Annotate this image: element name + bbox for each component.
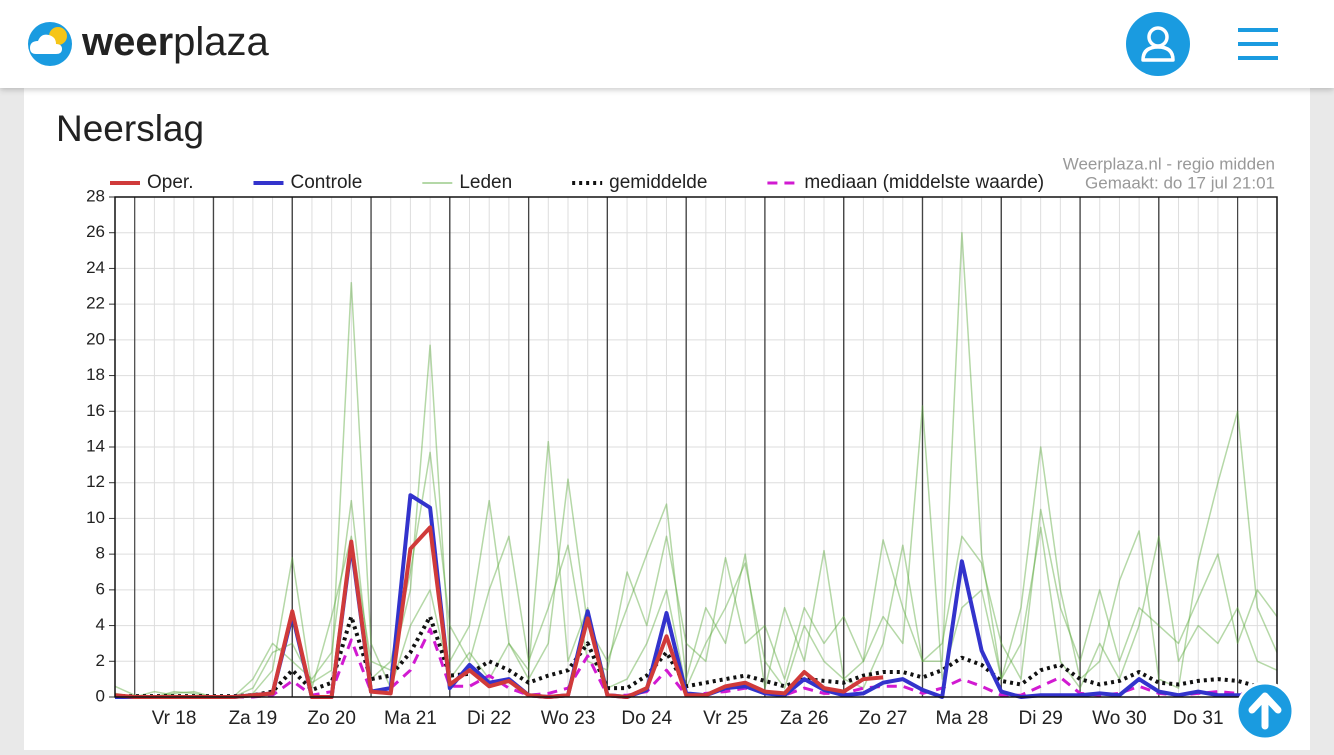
logo[interactable]: weerplaza bbox=[28, 20, 270, 66]
x-tick-label: Vr 18 bbox=[152, 708, 197, 729]
legend-label: mediaan (middelste waarde) bbox=[804, 172, 1044, 193]
x-tick-label: Ma 28 bbox=[935, 708, 988, 729]
plot-frame bbox=[114, 196, 1278, 698]
x-tick-label: Wo 30 bbox=[1092, 708, 1147, 729]
y-tick-label: 0 bbox=[96, 686, 105, 705]
y-tick-label: 6 bbox=[96, 579, 105, 598]
y-tick-label: 14 bbox=[86, 436, 105, 455]
y-tick-label: 28 bbox=[86, 186, 105, 205]
legend-label: Oper. bbox=[147, 172, 193, 193]
made-text: Gemaakt: do 17 jul 21:01 bbox=[1085, 173, 1275, 192]
data-line bbox=[115, 231, 1278, 698]
scroll-top-arrow bbox=[1248, 692, 1282, 730]
header bbox=[0, 0, 1334, 88]
x-tick-label: Za 26 bbox=[780, 708, 829, 729]
user-circle bbox=[1126, 12, 1190, 76]
card-title: Neerslag bbox=[56, 108, 204, 149]
legend-label: gemiddelde bbox=[609, 172, 707, 193]
y-tick-label: 12 bbox=[86, 472, 105, 491]
x-tick-label: Vr 25 bbox=[703, 708, 748, 729]
source-text: Weerplaza.nl - regio midden bbox=[1063, 154, 1275, 173]
y-tick-label: 16 bbox=[86, 401, 105, 420]
x-tick-label: Wo 23 bbox=[541, 708, 596, 729]
y-tick-label: 2 bbox=[96, 651, 105, 670]
y-tick-label: 20 bbox=[86, 329, 105, 348]
menu-button[interactable] bbox=[1238, 28, 1278, 60]
x-tick-label: Do 31 bbox=[1173, 708, 1224, 729]
user-button[interactable] bbox=[1126, 12, 1190, 76]
x-tick-label: Do 24 bbox=[621, 708, 672, 729]
y-tick-label: 26 bbox=[86, 222, 105, 241]
legend-label: Controle bbox=[290, 172, 362, 193]
logo-bold: weer bbox=[81, 20, 173, 64]
x-tick-label: Zo 20 bbox=[307, 708, 356, 729]
x-tick-label: Za 19 bbox=[229, 708, 278, 729]
x-tick-label: Di 29 bbox=[1018, 708, 1062, 729]
y-tick-label: 24 bbox=[86, 258, 105, 277]
logo-light: plaza bbox=[173, 20, 269, 64]
x-tick-label: Ma 21 bbox=[384, 708, 437, 729]
data-line bbox=[114, 525, 884, 699]
y-tick-label: 10 bbox=[86, 508, 105, 527]
y-tick-label: 8 bbox=[96, 544, 105, 563]
y-tick-label: 4 bbox=[96, 615, 105, 634]
legend-label: Leden bbox=[459, 172, 512, 193]
x-tick-label: Di 22 bbox=[467, 708, 511, 729]
scroll-top-button[interactable] bbox=[1235, 681, 1295, 741]
y-tick-label: 18 bbox=[86, 365, 105, 384]
y-tick-label: 22 bbox=[86, 294, 105, 313]
x-tick-label: Zo 27 bbox=[859, 708, 908, 729]
logo-text: weerplaza bbox=[81, 20, 270, 64]
user-body bbox=[1141, 45, 1175, 62]
logo-cloud bbox=[30, 34, 62, 54]
